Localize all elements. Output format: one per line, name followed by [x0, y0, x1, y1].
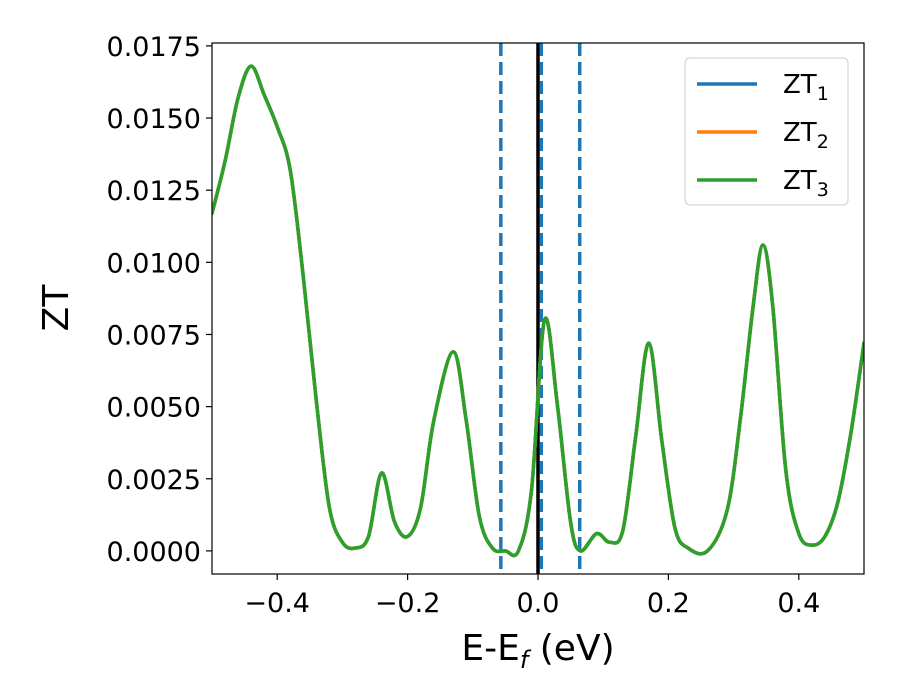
x-axis-ticks: −0.4 −0.2 0.0 0.2 0.4: [244, 574, 820, 619]
y-tick-label: 0.0075: [107, 320, 201, 351]
y-tick-label: 0.0150: [107, 104, 201, 135]
x-tick-label: 0.4: [777, 588, 820, 619]
y-axis-ticks: 0.0000 0.0025 0.0050 0.0075 0.0100 0.0125 0.01…: [107, 32, 212, 568]
y-tick-label: 0.0100: [107, 248, 201, 279]
legend: ZT1 ZT2 ZT3: [684, 57, 849, 206]
x-tick-label: 0.2: [647, 588, 690, 619]
x-axis-label: E-Ef (eV): [461, 628, 614, 674]
x-tick-label: 0.0: [517, 588, 560, 619]
y-axis-label: ZT: [36, 284, 77, 332]
legend-box: [684, 57, 849, 206]
y-tick-label: 0.0050: [107, 393, 201, 424]
series-line-3: [212, 64, 864, 558]
vertical-lines: [499, 43, 582, 574]
y-tick-label: 0.0000: [107, 537, 201, 568]
x-tick-label: −0.2: [375, 588, 441, 619]
legend-label-1: ZT1: [783, 70, 829, 105]
y-tick-label: 0.0025: [107, 465, 201, 496]
x-tick-label: −0.4: [244, 588, 310, 619]
series-lines: [212, 64, 864, 558]
legend-label-3: ZT3: [783, 166, 829, 201]
y-tick-label: 0.0125: [107, 176, 201, 207]
y-tick-label: 0.0175: [107, 32, 201, 63]
legend-label-2: ZT2: [783, 118, 829, 153]
